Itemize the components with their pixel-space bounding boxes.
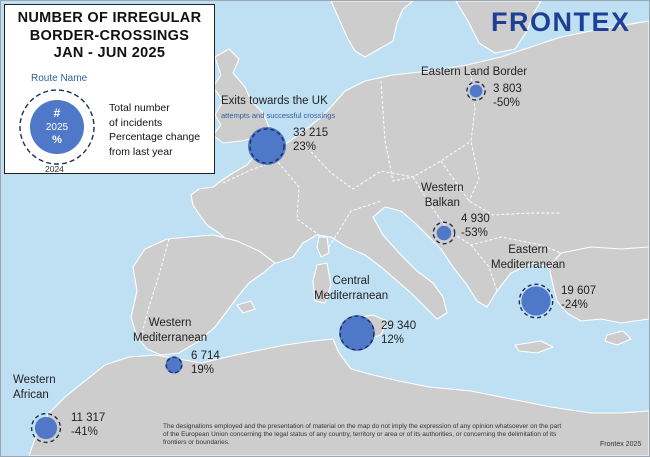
legend-bubble-year: 2025	[46, 122, 69, 133]
legend-route-name: Route Name	[31, 73, 88, 84]
legend-title: NUMBER OF IRREGULAR BORDER-CROSSINGS JAN…	[5, 10, 214, 63]
country-border	[140, 238, 170, 338]
legend-description: Total number of incidents Percentage cha…	[109, 101, 200, 159]
route-name-line: Western	[421, 182, 464, 194]
route-stats-western-mediterranean: 6 714 19%	[191, 349, 220, 377]
route-name-line: Mediterranean	[133, 331, 208, 344]
frontex-logo: FRONTEX	[491, 7, 631, 37]
route-name-line: Western	[148, 317, 192, 329]
route-value: 19 607	[561, 285, 597, 297]
balearic-land	[236, 300, 256, 314]
route-name-western-african: Western African	[13, 373, 56, 402]
route-bubble-western-mediterranean	[165, 356, 183, 374]
legend-description-line: of incidents	[109, 116, 163, 129]
legend-box: NUMBER OF IRREGULAR BORDER-CROSSINGS JAN…	[4, 4, 215, 174]
country-border	[328, 200, 382, 248]
scandinavia-land	[330, 1, 414, 58]
route-name-line: Eastern	[508, 244, 548, 256]
route-name-line: Eastern Land Border	[421, 66, 528, 78]
route-bubble-western-balkan	[436, 225, 452, 241]
route-ring-exits-towards-uk	[249, 128, 285, 164]
route-change: 12%	[381, 334, 405, 346]
country-border	[380, 80, 414, 182]
crete-land	[514, 340, 554, 354]
route-bubble-central-mediterranean	[339, 315, 375, 351]
route-bubble-eastern-mediterranean	[521, 286, 551, 316]
route-change: -41%	[71, 426, 98, 438]
route-ring-eastern-mediterranean	[518, 283, 554, 319]
route-value: 29 340	[381, 320, 417, 332]
route-stats-western-african: 11 317 -41%	[71, 411, 105, 439]
route-change: 19%	[191, 364, 215, 376]
disclaimer-text: The designations employed and the presen…	[163, 423, 562, 447]
north-africa-land	[28, 338, 649, 456]
legend-bubble: # 2025 %	[19, 89, 95, 165]
sardinia-land	[312, 262, 332, 304]
route-name-line: Balkan	[424, 196, 460, 209]
route-ring-central-mediterranean	[339, 315, 375, 351]
route-name-line: Exits towards the UK	[221, 95, 328, 107]
route-name-line: Mediterranean	[314, 289, 389, 302]
route-name-exits-towards-uk: Exits towards the UK attempts and succes…	[221, 94, 335, 123]
route-name-line: Mediterranean	[491, 258, 566, 271]
route-value: 3 803	[493, 83, 522, 95]
legend-previous-year: 2024	[45, 164, 64, 174]
legend-title-line: JAN - JUN 2025	[53, 45, 166, 61]
route-value: 6 714	[191, 350, 220, 362]
finland-land	[455, 1, 542, 54]
country-border	[440, 160, 561, 216]
route-change: 23%	[293, 141, 317, 153]
legend-previous-year-ring	[19, 89, 95, 165]
route-change: -53%	[461, 227, 488, 239]
route-value: 11 317	[71, 412, 106, 424]
route-name-line: Central	[332, 275, 370, 287]
route-bubble-western-african	[34, 416, 58, 440]
iberia-land	[130, 234, 276, 356]
legend-title-line: BORDER-CROSSINGS	[29, 27, 190, 44]
route-ring-eastern-land-border	[466, 81, 486, 101]
route-value: 4 930	[461, 213, 490, 225]
route-name-line: Western	[13, 374, 56, 386]
route-subtitle: attempts and successful crossings	[221, 110, 336, 120]
route-bubble-exits-towards-uk	[248, 127, 286, 165]
cyprus-land	[604, 330, 632, 346]
country-border	[468, 72, 480, 202]
route-stats-central-mediterranean: 29 340 12%	[381, 319, 416, 347]
route-stats-eastern-mediterranean: 19 607 -24%	[561, 284, 596, 312]
legend-description-line: from last year	[109, 145, 173, 158]
route-change: -24%	[561, 299, 588, 311]
country-border	[222, 160, 320, 236]
route-name-western-mediterranean: Western Mediterranean	[133, 316, 207, 345]
corsica-land	[316, 236, 330, 258]
source-credit: Frontex 2025	[600, 441, 642, 448]
legend-description-line: Percentage change	[109, 131, 201, 143]
legend-current-bubble	[30, 100, 84, 154]
turkey-land	[548, 246, 649, 324]
land-layer	[28, 1, 649, 456]
route-name-line: African	[13, 388, 49, 401]
route-name-central-mediterranean: Central Mediterranean	[314, 274, 388, 303]
route-ring-western-balkan	[432, 221, 456, 245]
country-border	[470, 244, 498, 292]
route-name-eastern-mediterranean: Eastern Mediterranean	[491, 243, 565, 272]
route-name-western-balkan: Western Balkan	[421, 181, 464, 210]
route-stats-exits-towards-uk: 33 215 23%	[293, 126, 328, 154]
legend-description-line: Total number	[109, 102, 170, 114]
legend-bubble-number: #	[54, 106, 61, 120]
route-stats-western-balkan: 4 930 -53%	[461, 212, 490, 240]
route-value: 33 215	[293, 127, 329, 139]
route-stats-eastern-land-border: 3 803 -50%	[493, 82, 522, 110]
legend-title-line: NUMBER OF IRREGULAR	[17, 10, 202, 26]
route-bubble-eastern-land-border	[469, 84, 483, 98]
route-ring-western-mediterranean	[165, 356, 183, 374]
borders-layer	[140, 72, 562, 338]
route-bubbles	[30, 81, 554, 444]
route-ring-western-african	[30, 412, 62, 444]
route-change: -50%	[493, 97, 520, 109]
legend-bubble-percent: %	[52, 134, 62, 146]
route-name-eastern-land-border: Eastern Land Border	[421, 65, 527, 80]
